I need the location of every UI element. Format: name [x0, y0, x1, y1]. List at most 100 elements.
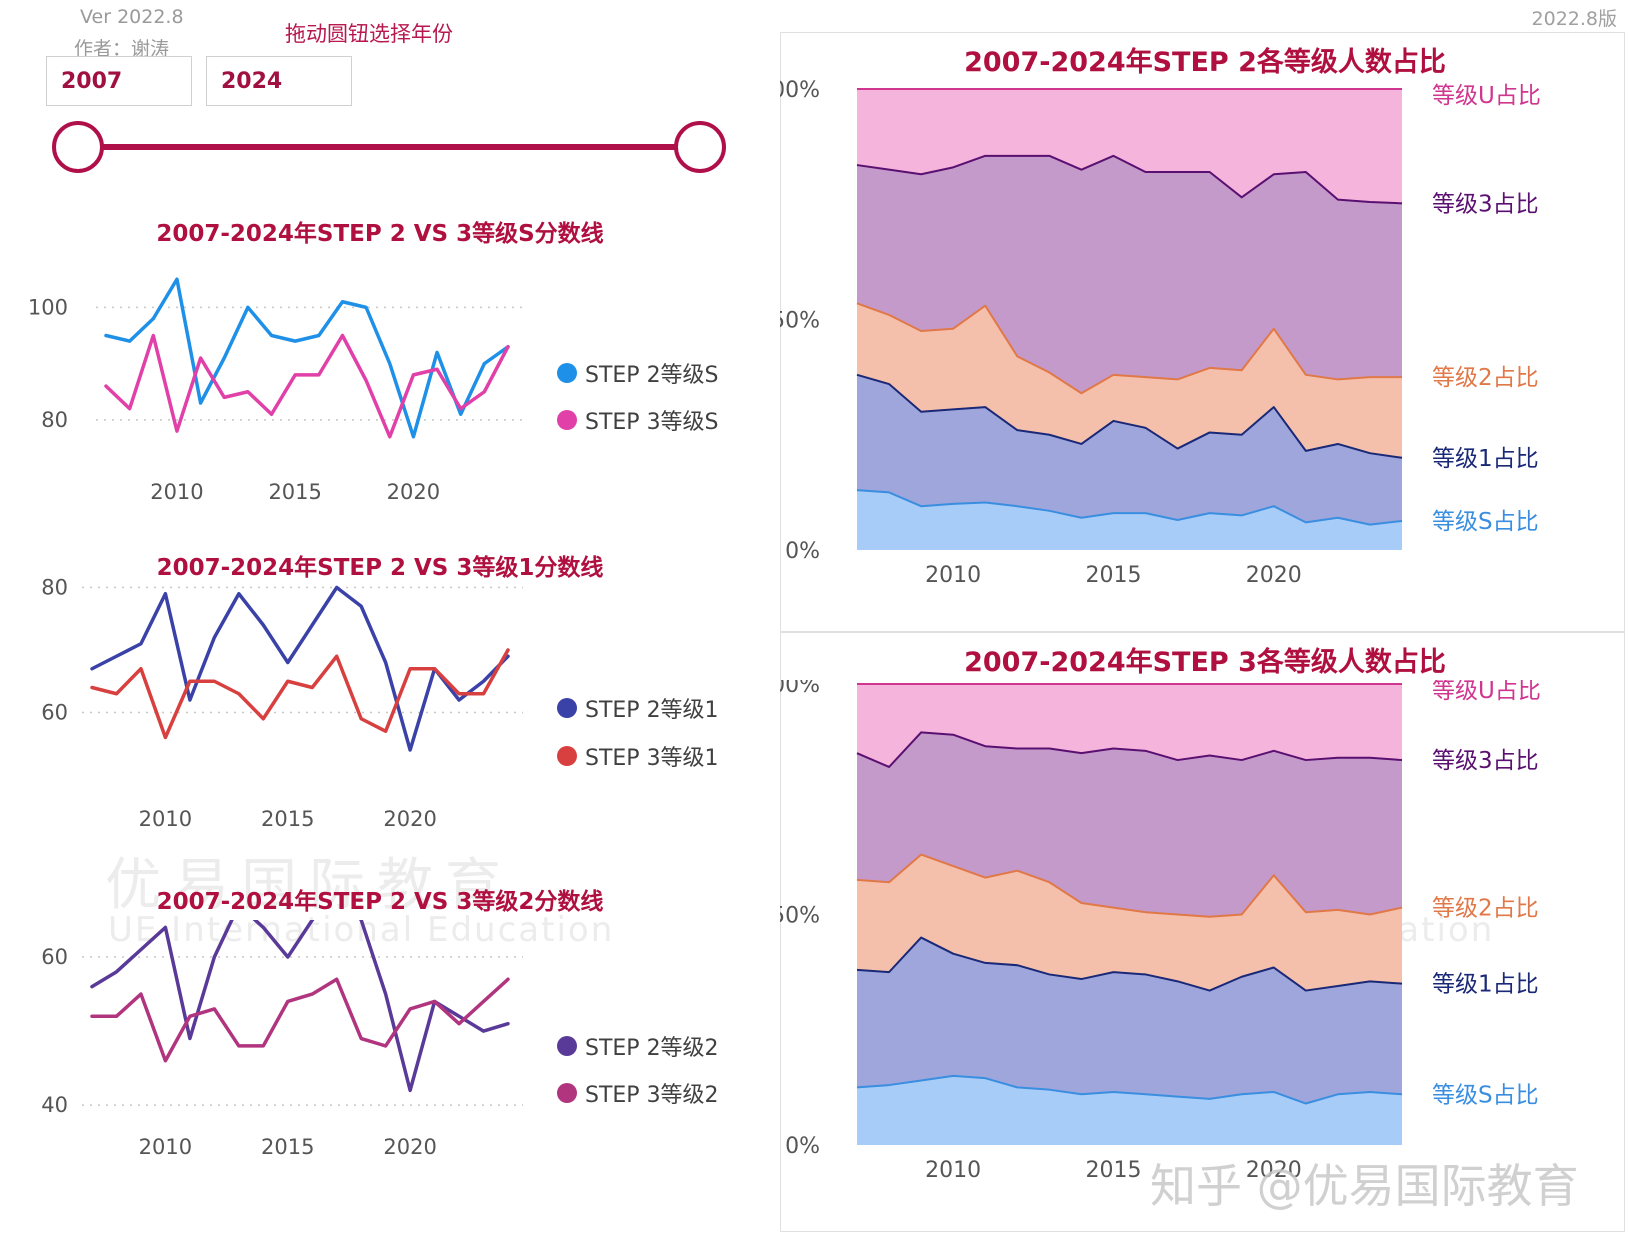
area-chart-step3: 等级S占比 等级1占比 等级2占比 等级3占比 等级U占比 0% 50% 100% 2010 20…: [780, 680, 1541, 1183]
data-point: [365, 306, 367, 308]
data-point: [247, 306, 249, 308]
data-point: [105, 385, 107, 387]
data-point: [434, 1000, 436, 1002]
data-point: [287, 1000, 289, 1002]
data-point: [412, 436, 414, 438]
data-point: [409, 668, 411, 670]
series-line-2: [90, 977, 510, 1063]
legend-dot: [557, 1036, 577, 1056]
data-point: [140, 643, 142, 645]
x-tick-label: 2015: [1085, 1158, 1141, 1183]
data-point: [389, 363, 391, 365]
area-line: [856, 853, 1403, 918]
x-tick-label: 2020: [1246, 563, 1302, 588]
data-point: [341, 335, 343, 336]
series-line-2: [90, 648, 510, 740]
data-point: [318, 374, 320, 376]
data-point: [360, 1038, 362, 1040]
series-label: 等级U占比: [1432, 680, 1541, 704]
data-point: [129, 340, 131, 342]
data-point: [294, 374, 296, 376]
data-point: [458, 699, 460, 701]
data-point: [271, 413, 273, 415]
data-point: [311, 624, 313, 626]
data-point: [311, 993, 313, 995]
data-point: [189, 1015, 191, 1017]
data-point: [412, 374, 414, 376]
series-label: 等级2占比: [1432, 896, 1539, 922]
slider-start-handle[interactable]: [52, 121, 104, 173]
legend-item-step3-2[interactable]: STEP 3等级2: [557, 1077, 719, 1109]
watermark-cn: 优易国际教育: [105, 853, 513, 918]
data-point: [262, 1045, 264, 1047]
data-point: [360, 605, 362, 607]
data-point: [176, 430, 178, 432]
data-point: [385, 993, 387, 995]
series-line-2: [104, 333, 510, 439]
data-point: [213, 956, 215, 958]
data-point: [483, 680, 485, 682]
data-point: [436, 368, 438, 370]
x-tick-label: 2010: [150, 480, 203, 504]
start-year-field[interactable]: 2007: [46, 56, 192, 106]
data-point: [129, 408, 131, 410]
data-point: [483, 1030, 485, 1032]
area-line: [856, 489, 1403, 526]
x-tick-label: 2020: [383, 1135, 436, 1159]
series-label: 等级1占比: [1432, 446, 1539, 472]
data-point: [460, 413, 462, 415]
end-year-field[interactable]: 2024: [206, 56, 352, 106]
area-band: [857, 490, 1402, 550]
version-badge: 2022.8版: [1531, 8, 1617, 30]
data-point: [247, 391, 249, 393]
data-point: [200, 402, 202, 404]
panel-step2-area: [780, 32, 1625, 632]
y-tick-label: 100: [28, 295, 68, 319]
y-tick-label: 100%: [780, 80, 820, 103]
data-point: [164, 737, 166, 738]
data-point: [238, 1045, 240, 1047]
data-point: [507, 978, 509, 980]
legend-item-step3-1[interactable]: STEP 3等级1: [557, 740, 719, 772]
data-point: [213, 680, 215, 682]
legend-label: STEP 3等级2: [585, 1083, 719, 1108]
data-point: [223, 396, 225, 398]
area-line: [856, 1074, 1403, 1105]
series-line-1: [104, 277, 510, 439]
area-line: [856, 154, 1403, 205]
x-tick-label: 2020: [1246, 1158, 1302, 1183]
data-point: [294, 340, 296, 342]
data-point: [287, 680, 289, 682]
panel-step3-area: [780, 632, 1625, 1232]
legend-item-step2-1[interactable]: STEP 2等级1: [557, 692, 719, 724]
data-point: [189, 680, 191, 682]
data-point: [189, 1038, 191, 1040]
data-point: [483, 363, 485, 365]
slider-end-handle[interactable]: [674, 121, 726, 173]
area-chart-step2: 等级S占比 等级1占比 等级2占比 等级3占比 等级U占比 0% 50% 100% 2010 20…: [780, 80, 1541, 588]
legend-item-step2-s[interactable]: STEP 2等级S: [557, 357, 719, 389]
x-tick-label: 2020: [383, 807, 436, 831]
year-range-slider[interactable]: [40, 112, 740, 182]
data-point: [287, 662, 289, 663]
data-point: [436, 351, 438, 353]
data-point: [140, 993, 142, 995]
data-point: [115, 971, 117, 973]
x-tick-label: 2015: [1085, 563, 1141, 588]
data-point: [115, 693, 117, 695]
data-point: [189, 699, 191, 701]
legend-item-step2-2[interactable]: STEP 2等级2: [557, 1030, 719, 1062]
data-point: [458, 1023, 460, 1025]
data-point: [262, 718, 264, 720]
x-tick-label: 2020: [387, 480, 440, 504]
series-label: 等级3占比: [1432, 748, 1539, 774]
area-line: [856, 373, 1403, 459]
data-point: [115, 655, 117, 657]
data-point: [458, 1015, 460, 1017]
data-point: [105, 335, 107, 336]
legend-label: STEP 2等级S: [585, 363, 719, 388]
data-point: [238, 693, 240, 695]
legend-item-step3-s[interactable]: STEP 3等级S: [557, 404, 719, 436]
series-label: 等级U占比: [1432, 83, 1541, 109]
y-tick-label: 80: [41, 408, 68, 432]
